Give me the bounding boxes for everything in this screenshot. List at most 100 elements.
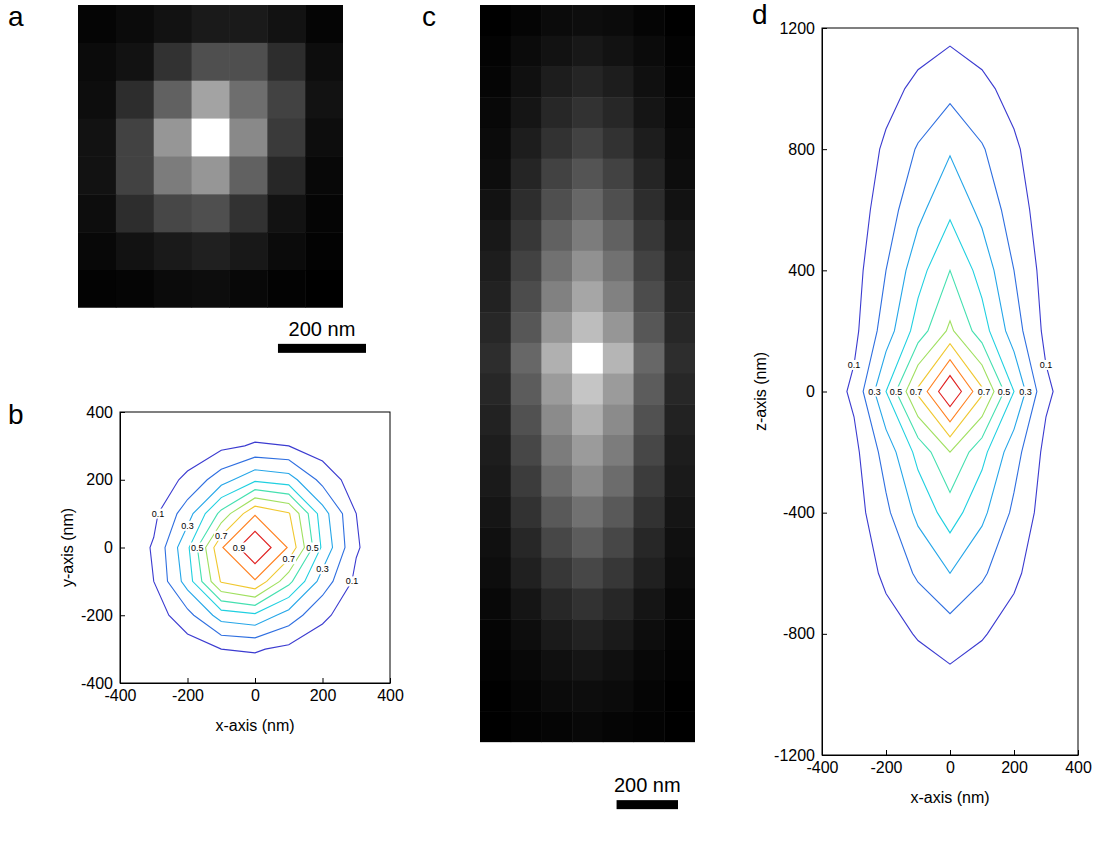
tick-mark [120, 412, 125, 413]
cell [634, 251, 665, 282]
cell [511, 496, 542, 527]
cell [480, 435, 511, 466]
cell [541, 251, 572, 282]
cell [480, 66, 511, 97]
cell [78, 81, 116, 119]
cell [664, 5, 695, 36]
contour-label-group: 0.1 [847, 360, 862, 370]
tick-label: 800 [788, 141, 815, 158]
cell [78, 270, 116, 308]
tick-label: -200 [172, 687, 204, 704]
cell [603, 374, 634, 405]
tick-label: 400 [86, 404, 113, 421]
scale-bar [617, 800, 678, 809]
cell [116, 5, 154, 43]
image-cells [480, 5, 695, 742]
figure: 200 nma0.10.10.30.30.50.50.70.70.9-400-2… [0, 0, 1105, 850]
cell [305, 232, 343, 270]
cell [480, 496, 511, 527]
tick-mark [1078, 750, 1079, 755]
y-axis-title: y-axis (nm) [59, 508, 76, 587]
contour-line [875, 156, 1026, 573]
cell [267, 81, 305, 119]
cell [511, 374, 542, 405]
cell [229, 270, 267, 308]
cell [572, 527, 603, 558]
cell [664, 251, 695, 282]
cell [192, 194, 230, 232]
cell [78, 194, 116, 232]
tick-mark [188, 678, 189, 683]
cell [480, 404, 511, 435]
cell [634, 681, 665, 712]
tick-label: -200 [81, 607, 113, 624]
image-cells [78, 5, 343, 308]
contour-label-group: 0.1 [345, 576, 360, 586]
tick: 400 [1065, 750, 1092, 776]
cell [634, 5, 665, 36]
label-background [281, 554, 296, 564]
contour-line [197, 490, 312, 606]
cell [154, 270, 192, 308]
contour-label-group: 0.3 [1018, 387, 1033, 397]
contour-label-group: 0.1 [1039, 360, 1054, 370]
label-background [232, 543, 247, 553]
cell [267, 119, 305, 157]
contour-label: 0.1 [848, 360, 861, 370]
cell [511, 66, 542, 97]
cell [511, 220, 542, 251]
contour-line [206, 498, 305, 597]
cell [634, 343, 665, 374]
tick-mark [120, 615, 125, 616]
cell [603, 711, 634, 742]
cell [480, 220, 511, 251]
contour-label: 0.3 [868, 387, 881, 397]
cell [229, 5, 267, 43]
cell [634, 66, 665, 97]
cell [664, 312, 695, 343]
cell [116, 81, 154, 119]
contour-label: 0.5 [998, 387, 1011, 397]
tick: 0 [104, 539, 125, 556]
cell [541, 589, 572, 620]
cell [664, 435, 695, 466]
cell [664, 711, 695, 742]
contour-label: 0.5 [191, 543, 204, 553]
cell [664, 128, 695, 159]
contour-label: 0.3 [181, 521, 194, 531]
cell [511, 189, 542, 220]
cell [541, 220, 572, 251]
cell [541, 5, 572, 36]
contour-label: 0.5 [306, 543, 319, 553]
cell [267, 5, 305, 43]
tick-mark [822, 149, 827, 150]
cell [480, 681, 511, 712]
panel-letter: a [8, 1, 24, 32]
cell [78, 119, 116, 157]
cell [511, 343, 542, 374]
cell [572, 66, 603, 97]
cell [480, 251, 511, 282]
cell [634, 589, 665, 620]
cell [192, 5, 230, 43]
label-background [977, 387, 992, 397]
cell [154, 81, 192, 119]
label-background [151, 509, 166, 519]
cell [541, 66, 572, 97]
tick-label: -400 [783, 504, 815, 521]
cell [572, 159, 603, 190]
tick-label: 0 [251, 687, 260, 704]
contour-label-group: 0.5 [889, 387, 904, 397]
cell [480, 189, 511, 220]
tick: 200 [86, 471, 125, 488]
cell [664, 496, 695, 527]
tick: 1200 [779, 20, 827, 37]
cell [541, 681, 572, 712]
cell [664, 189, 695, 220]
y-axis-title: z-axis (nm) [752, 352, 769, 431]
cell [305, 119, 343, 157]
cell [541, 711, 572, 742]
cell [541, 374, 572, 405]
tick-label: 400 [377, 687, 404, 704]
contour-label-group: 0.9 [232, 543, 247, 553]
